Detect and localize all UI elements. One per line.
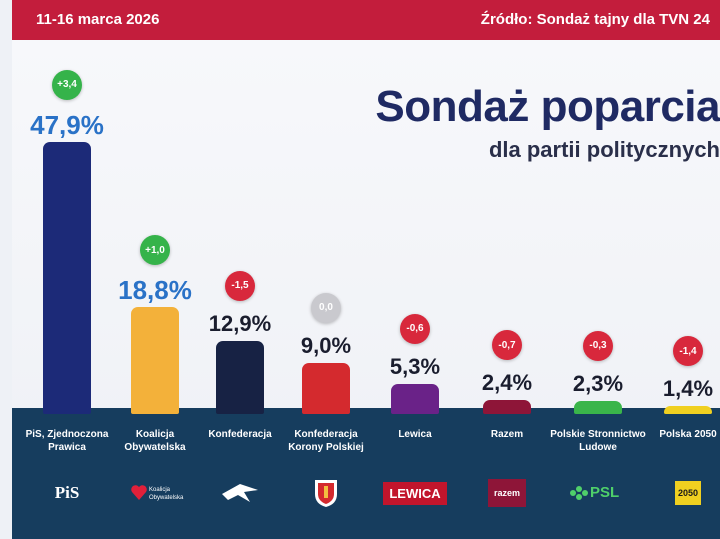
bar — [43, 141, 91, 414]
data-label: 2,4% — [481, 370, 533, 396]
data-label: 2,3% — [572, 370, 624, 396]
party-name: Koalicja Obywatelska — [124, 429, 186, 453]
poll-source: Źródło: Sondaż tajny dla TVN 24 — [480, 11, 710, 28]
logo-text: PiS — [54, 483, 80, 502]
change-badge: -1,5 — [225, 270, 255, 301]
ko-heart-logo: Koalicja Obywatelska — [125, 478, 185, 508]
konfederacja-eagle-logo — [210, 478, 270, 508]
bar — [391, 383, 439, 414]
data-label: 9,0% — [300, 332, 352, 358]
polska2050-logo: 2050 — [658, 478, 718, 508]
pis-logo: PiS — [37, 478, 97, 508]
logo-text: LEWICA — [383, 481, 447, 505]
chart-subtitle: dla partii politycznych — [488, 137, 720, 162]
psl-logo-text: PSL — [590, 484, 620, 501]
change-badge: -0,6 — [400, 313, 430, 344]
change-badge: +3,4 — [52, 69, 82, 100]
chart-base-band — [12, 408, 720, 539]
party-name: Konfederacja Korony Polskiej — [288, 429, 364, 453]
svg-text:Koalicja: Koalicja — [149, 487, 171, 493]
party-name: Polskie Stronnictwo Ludowe — [550, 429, 646, 453]
psl-clover-logo: PSL — [568, 478, 628, 508]
change-badge: +1,0 — [140, 235, 170, 266]
data-label: 12,9% — [208, 310, 272, 336]
bar — [131, 307, 179, 414]
party-name: PiS, Zjednoczona Prawica — [25, 429, 109, 453]
party-name: Razem — [490, 429, 524, 440]
change-badge: -0,3 — [583, 330, 613, 361]
logo-text: razem — [487, 479, 526, 507]
change-badge: -0,7 — [492, 330, 522, 361]
chart-title: Sondaż poparcia — [375, 82, 720, 131]
data-label: 18,8% — [118, 275, 192, 306]
data-label: 1,4% — [662, 376, 714, 401]
bar — [483, 400, 531, 414]
party-name: Lewica — [398, 429, 432, 440]
logo-text: 2050 — [674, 481, 702, 505]
razem-logo: razem — [477, 478, 537, 508]
bar — [664, 406, 712, 414]
header-bar: 11-16 marca 2026 Źródło: Sondaż tajny dl… — [12, 0, 720, 40]
kkp-crest-logo — [296, 478, 356, 508]
party-name: Polska 2050 — [659, 429, 717, 440]
svg-text:Obywatelska: Obywatelska — [149, 495, 184, 501]
change-badge: 0,0 — [311, 292, 341, 323]
change-badge: -1,4 — [673, 336, 703, 366]
party-name: Konfederacja — [208, 429, 272, 440]
bar — [574, 400, 622, 414]
bar — [216, 340, 264, 414]
data-label: 5,3% — [389, 353, 441, 379]
lewica-logo: LEWICA — [383, 478, 447, 508]
data-label: 47,9% — [30, 109, 104, 140]
poll-date: 11-16 marca 2026 — [36, 11, 160, 28]
bar — [302, 362, 350, 414]
